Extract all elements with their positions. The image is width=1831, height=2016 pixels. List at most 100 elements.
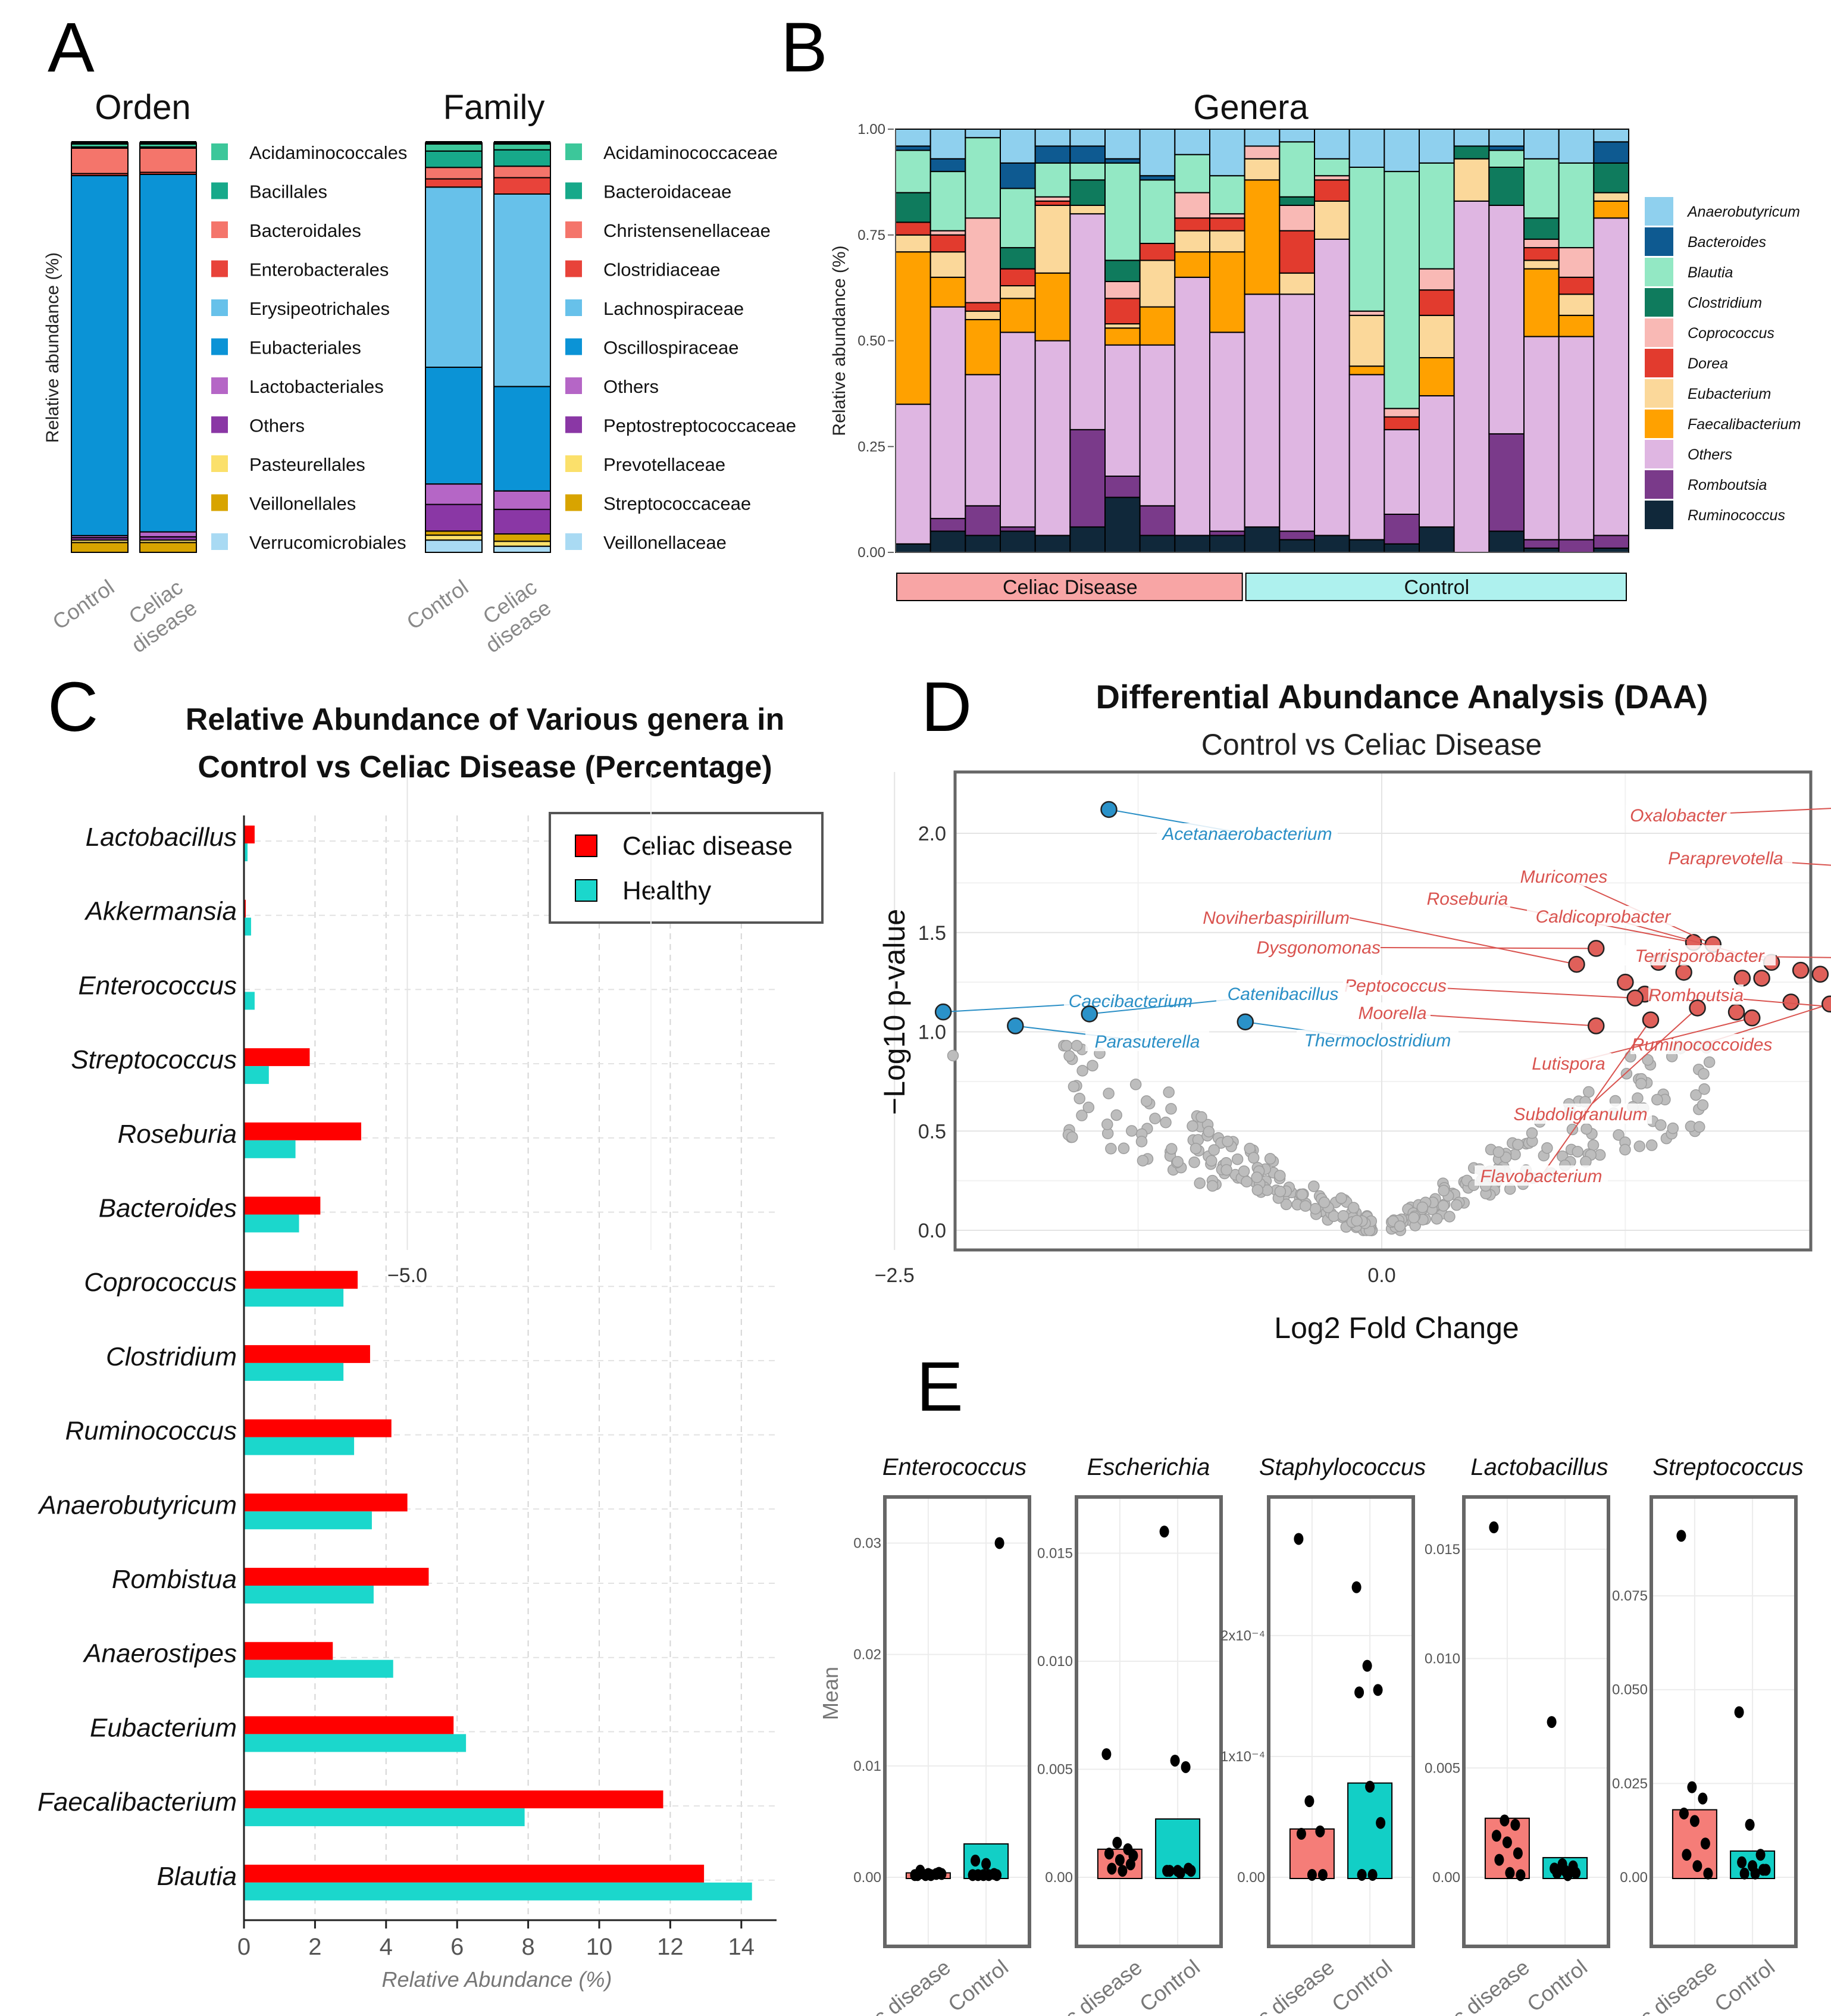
point-label: Roseburia	[1427, 889, 1508, 909]
legend-label: Others	[249, 415, 305, 436]
point-nonsignificant	[1206, 1180, 1219, 1192]
legend-swatch	[1644, 439, 1674, 470]
bar-segment	[1000, 187, 1036, 249]
bar-segment	[1104, 476, 1141, 498]
point-nonsignificant	[1082, 1101, 1095, 1114]
legend-swatch	[565, 533, 582, 550]
point-labeled	[934, 1003, 952, 1021]
x-tick-label: 14	[728, 1934, 755, 1960]
point-nonsignificant	[1335, 1192, 1347, 1204]
bar-segment	[1279, 141, 1315, 198]
point-nonsignificant	[1172, 1156, 1184, 1168]
point-label: Thermoclostridium	[1304, 1031, 1451, 1051]
legend-swatch	[1644, 408, 1674, 439]
bar-segment	[1558, 539, 1595, 553]
y-axis-label: Relative abundance (%)	[830, 245, 849, 436]
bar-segment	[895, 543, 931, 554]
bar-segment	[1174, 154, 1211, 193]
bar-segment	[1593, 217, 1629, 536]
bar-segment	[1419, 395, 1455, 528]
label-backdrop	[1266, 937, 1381, 957]
bar-segment	[1174, 217, 1211, 232]
point-label: Lutispora	[1532, 1054, 1605, 1074]
x-tick-label: Celiac disease	[1597, 1955, 1722, 2016]
bar-healthy	[244, 1511, 372, 1530]
y-tick-label: 0.010	[1425, 1651, 1460, 1667]
legend-label: Verrucomicrobiales	[249, 532, 406, 553]
category-label: Anaerobutyricum	[37, 1490, 237, 1520]
x-tick-label: 6	[450, 1934, 464, 1960]
bar-segment	[1139, 129, 1176, 177]
bar-segment	[1523, 268, 1560, 337]
legend-swatch	[211, 338, 228, 355]
data-point	[1745, 1818, 1755, 1831]
data-point	[1516, 1869, 1526, 1881]
bar-segment	[1558, 162, 1595, 249]
bar-segment	[895, 221, 931, 236]
point-nonsignificant	[1632, 1092, 1644, 1104]
point-nonsignificant	[1135, 1136, 1148, 1148]
panel-letter-c: C	[48, 668, 98, 746]
point-nonsignificant	[1694, 1121, 1705, 1133]
y-tick-label: 0.00	[853, 1870, 881, 1886]
panel-letter-b: B	[781, 8, 828, 87]
bar-segment	[929, 276, 966, 308]
bar-segment	[1034, 129, 1071, 147]
bar-segment	[1069, 213, 1106, 430]
data-point	[992, 1869, 1002, 1881]
data-point	[1761, 1864, 1771, 1876]
legend-swatch	[575, 834, 597, 857]
legend-label: Blautia	[1688, 264, 1733, 281]
legend-swatch	[211, 221, 228, 238]
bar-segment	[965, 302, 1001, 312]
y-tick-label: 0.015	[1425, 1542, 1460, 1558]
point-label: Moorella	[1358, 1004, 1426, 1023]
x-tick-label: Celiacdisease	[467, 575, 555, 658]
point-significant	[1675, 964, 1692, 981]
bar-segment	[1034, 535, 1071, 553]
legend-label: Celiac disease	[622, 832, 793, 861]
bar-segment	[1069, 429, 1106, 528]
bar-segment	[1139, 242, 1176, 261]
bar-segment	[965, 505, 1001, 536]
legend-swatch	[211, 377, 228, 394]
legend-label: Christensenellaceae	[603, 220, 771, 241]
data-point	[1367, 1868, 1378, 1881]
bar-segment	[1244, 179, 1281, 295]
bar-segment	[1523, 547, 1560, 554]
bar-segment	[1488, 145, 1525, 151]
x-tick-label: Control	[402, 575, 473, 635]
bar-segment	[1244, 145, 1281, 160]
bar-segment	[1174, 535, 1211, 553]
point-label: Peptococcus	[1344, 976, 1447, 996]
category-label: Streptococcus	[71, 1045, 237, 1074]
bar-healthy	[244, 1066, 269, 1084]
bar-segment	[1104, 298, 1141, 325]
y-tick-label: 0.050	[1612, 1682, 1648, 1698]
category-label: Akkermansia	[84, 897, 237, 926]
legend-swatch	[1644, 287, 1674, 318]
bar-segment	[1523, 217, 1560, 240]
facet-frame	[1650, 1495, 1798, 1948]
point-labeled	[1642, 1011, 1660, 1029]
legend-label: Enterobacterales	[249, 260, 389, 280]
bar-segment	[1384, 514, 1420, 545]
bar-segment	[1348, 365, 1385, 376]
label-backdrop	[1626, 805, 1730, 825]
bar-segment	[1384, 416, 1420, 430]
bar-segment	[1104, 260, 1141, 282]
bar-segment	[493, 490, 551, 510]
data-point	[1165, 1865, 1175, 1877]
point-nonsignificant	[1492, 1146, 1505, 1158]
bar-segment	[1000, 129, 1036, 164]
data-point	[1112, 1836, 1122, 1849]
bar-segment	[71, 147, 129, 174]
data-point	[1676, 1530, 1686, 1542]
legend-label: Healthy	[622, 876, 711, 905]
bar-segment	[1139, 344, 1176, 507]
label-backdrop	[1630, 1034, 1773, 1054]
category-label: Roseburia	[117, 1120, 237, 1149]
bar-segment	[1384, 543, 1420, 554]
bar-segment	[1558, 276, 1595, 295]
bar-segment	[1174, 276, 1211, 536]
